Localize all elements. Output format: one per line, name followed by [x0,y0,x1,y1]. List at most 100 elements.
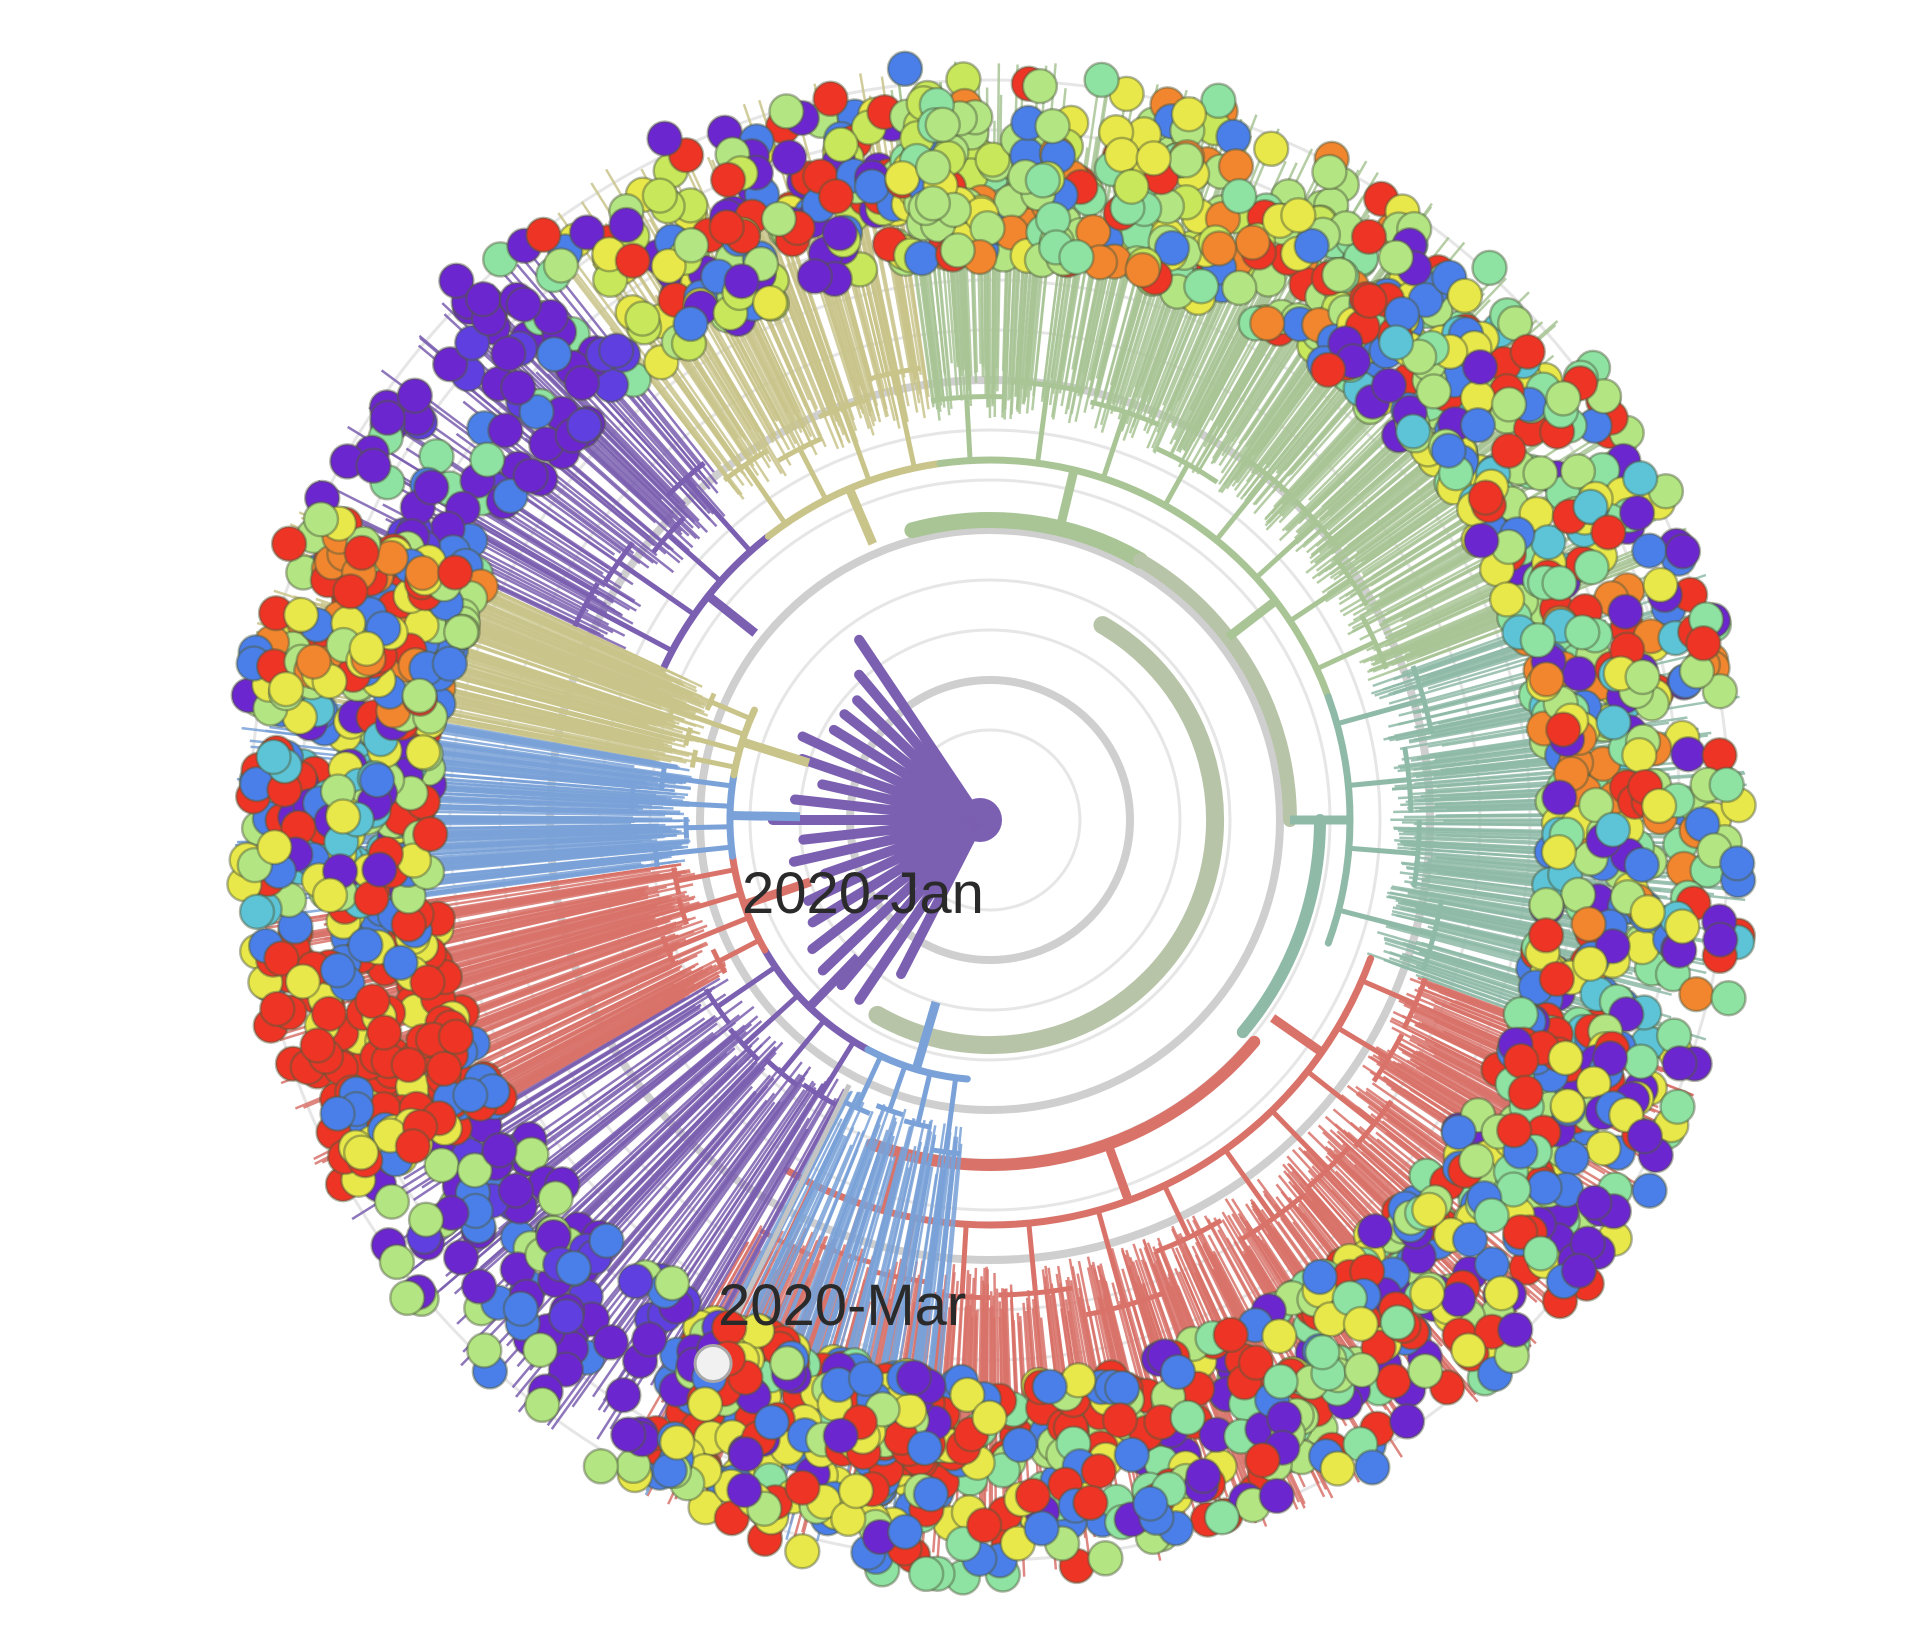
tip-node [1669,735,1707,773]
tip-node [906,1429,944,1467]
tip-node [1409,1275,1446,1312]
clade-stem [740,737,811,768]
tip-node [348,630,385,667]
tip-node [442,1239,480,1276]
tip-node [1570,905,1607,943]
tip-branch [402,770,677,796]
tip-branch [431,896,642,946]
tip-node [382,944,419,982]
tip-branch [782,248,842,407]
tip-node [409,964,446,1001]
tip-branch [802,1110,897,1394]
tip-branch [1177,143,1335,449]
tip-branch [449,947,672,1040]
tip-node [1509,333,1546,371]
tip-node [332,573,369,610]
clade-arc [1324,693,1354,947]
tip-node [1659,1088,1696,1125]
tip-node [1311,153,1348,191]
tip-node [1124,251,1161,289]
tip-node [259,990,296,1028]
tip-node [1595,704,1632,741]
tip-branch [427,897,695,971]
tip-node [1407,1352,1444,1390]
tip-branch [1427,651,1548,690]
tip-node [390,1046,427,1084]
tip-node [1577,786,1615,824]
sub-stem [1348,777,1410,788]
tip-node [1415,373,1453,410]
tip-node [817,178,855,215]
tip-node [255,738,292,776]
tip-node [404,554,441,592]
clade-stem [742,877,812,909]
tip-node [1185,1457,1222,1495]
tip-branch [1218,342,1317,485]
tip-node [469,441,506,478]
tip-node [1375,1362,1412,1400]
tip-node [1483,1274,1520,1312]
tip-branch [445,610,687,706]
tip-node [1319,1450,1356,1487]
tip-node [1564,613,1601,651]
tip-branch [1188,302,1244,411]
tip-branch [469,583,663,673]
tip-node [812,80,849,118]
tip-node [822,126,860,163]
tip-node [311,876,349,914]
tip-node [284,963,322,1000]
tip-branch [1308,410,1399,501]
tip-node [1234,224,1271,261]
tip-node [1701,672,1739,710]
tree-tips [226,50,1757,1596]
tip-node [1304,1333,1341,1371]
tip-node [1642,566,1679,604]
tip-node [411,815,449,853]
tip-node [1411,1191,1448,1229]
tip-node [1538,960,1576,998]
tip-branch [1398,1043,1518,1110]
tip-node [1467,479,1505,516]
tip-node [1573,548,1610,586]
tip-branch [805,1129,889,1373]
clade-stem [911,1000,941,1071]
sub-stem [666,532,723,584]
tip-node [1001,1426,1039,1464]
tip-node [566,407,603,444]
tip-node [605,1376,642,1414]
tip-branch [342,913,650,1001]
tip-branch [649,1097,825,1386]
tip-node [1473,1197,1510,1234]
tip-node [1430,432,1467,469]
tip-node [1640,787,1678,825]
tip-branch [1409,764,1569,782]
tip-branch [442,640,684,721]
tip-node [563,364,601,402]
tip-node [1169,1399,1206,1436]
tip-node [1170,95,1208,133]
tip-node [282,596,320,634]
tip-branch [406,837,652,855]
tip-node [1221,269,1258,307]
tip-node [1522,454,1559,492]
tip-branch [607,252,760,477]
tip-node [1664,533,1702,570]
tip-node [1101,1401,1139,1439]
tip-node [1496,304,1534,342]
tip-node [437,1018,475,1055]
tip-node [907,1555,945,1593]
tip-node [1621,736,1658,774]
tip-node [1585,1130,1622,1167]
tip-node [1379,1304,1416,1341]
tip-node [1502,995,1540,1033]
tip-node [1183,267,1220,305]
tip-node [686,1385,724,1423]
tip-node [770,139,808,176]
tip-node [319,952,357,989]
trunk-arc [868,616,1225,1054]
tip-node [1571,945,1609,982]
tip-node [617,1263,654,1300]
tip-node [456,1151,494,1189]
tip-node [760,200,798,238]
tip-node [924,106,961,143]
